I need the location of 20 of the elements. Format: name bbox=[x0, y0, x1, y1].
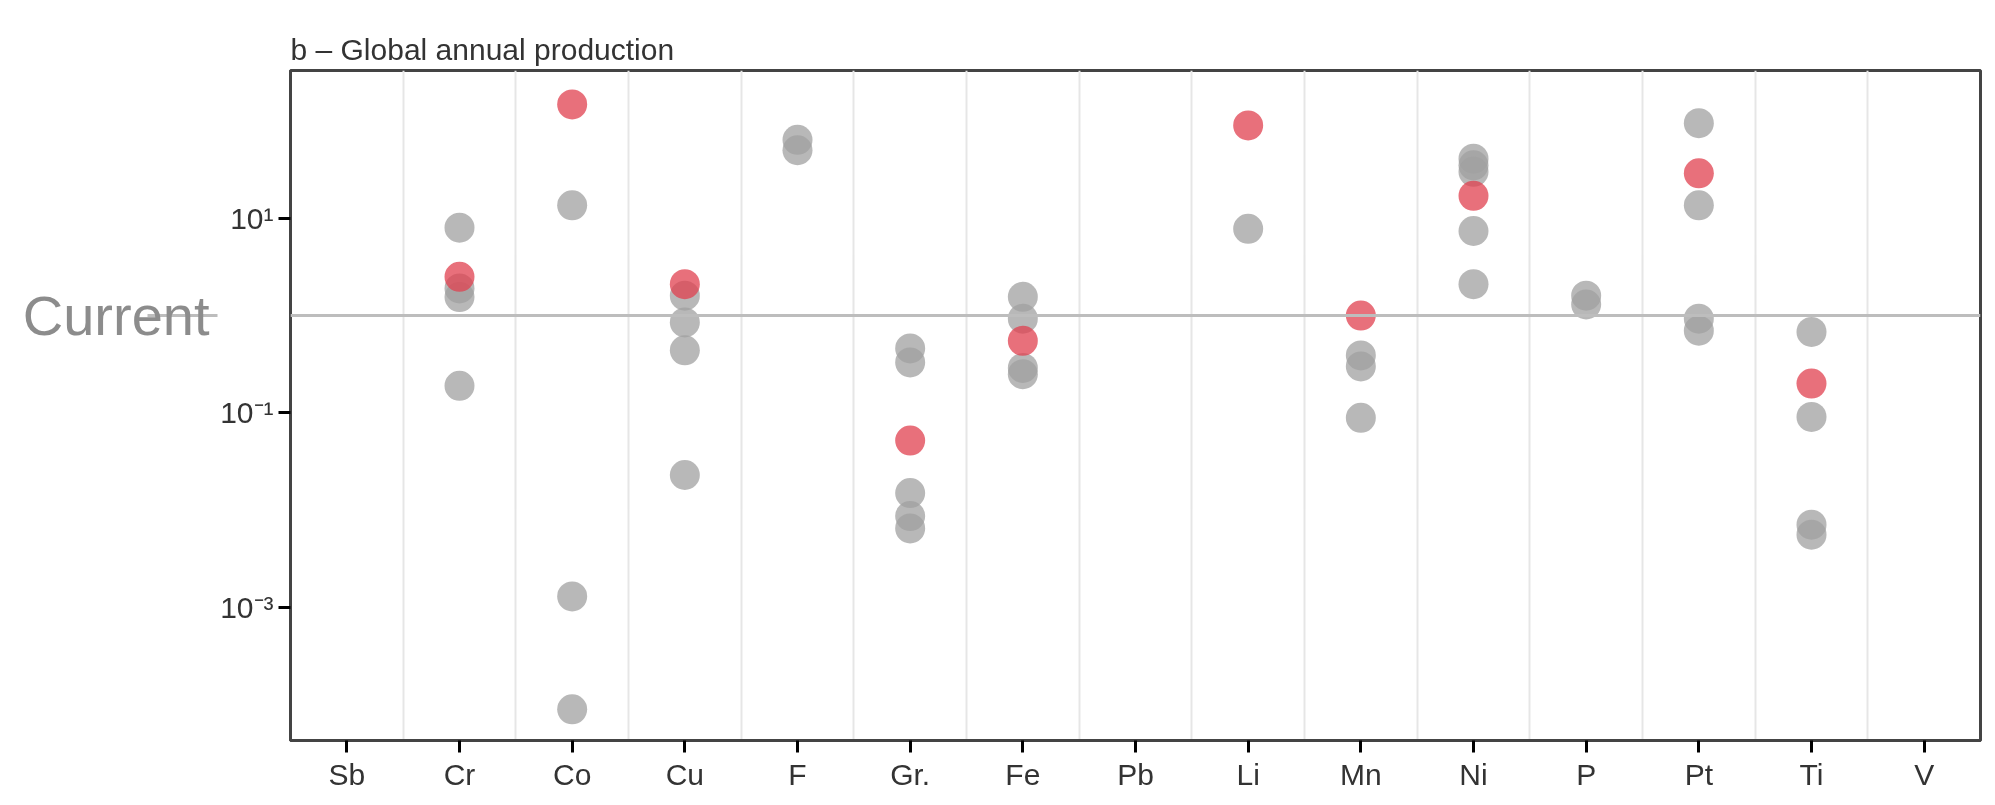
chart-title: b – Global annual production bbox=[290, 32, 675, 66]
y-tick-label: 10¹ bbox=[230, 201, 274, 235]
y-tick-label: 10⁻³ bbox=[220, 591, 274, 625]
x-tick-label: Ti bbox=[1799, 757, 1824, 791]
ref-line-label: Current bbox=[22, 284, 210, 348]
x-tick-label: Pb bbox=[1117, 757, 1154, 791]
x-tick-label: Pt bbox=[1684, 757, 1714, 791]
x-tick-label: Co bbox=[552, 757, 592, 791]
x-tick-label: P bbox=[1576, 757, 1597, 791]
x-tick-label: Fe bbox=[1005, 757, 1041, 791]
x-tick-label: Gr. bbox=[890, 757, 931, 791]
x-tick-label: V bbox=[1914, 757, 1935, 791]
x-tick-label: Sb bbox=[328, 757, 366, 791]
x-tick-label: Ni bbox=[1459, 757, 1488, 791]
x-tick-label: Cr bbox=[443, 757, 476, 791]
y-tick-label: 10⁻¹ bbox=[220, 396, 274, 430]
x-tick-label: Mn bbox=[1340, 757, 1382, 791]
x-tick-label: F bbox=[788, 757, 807, 791]
x-tick-label: Cu bbox=[665, 757, 705, 791]
x-tick-label: Li bbox=[1236, 757, 1260, 791]
